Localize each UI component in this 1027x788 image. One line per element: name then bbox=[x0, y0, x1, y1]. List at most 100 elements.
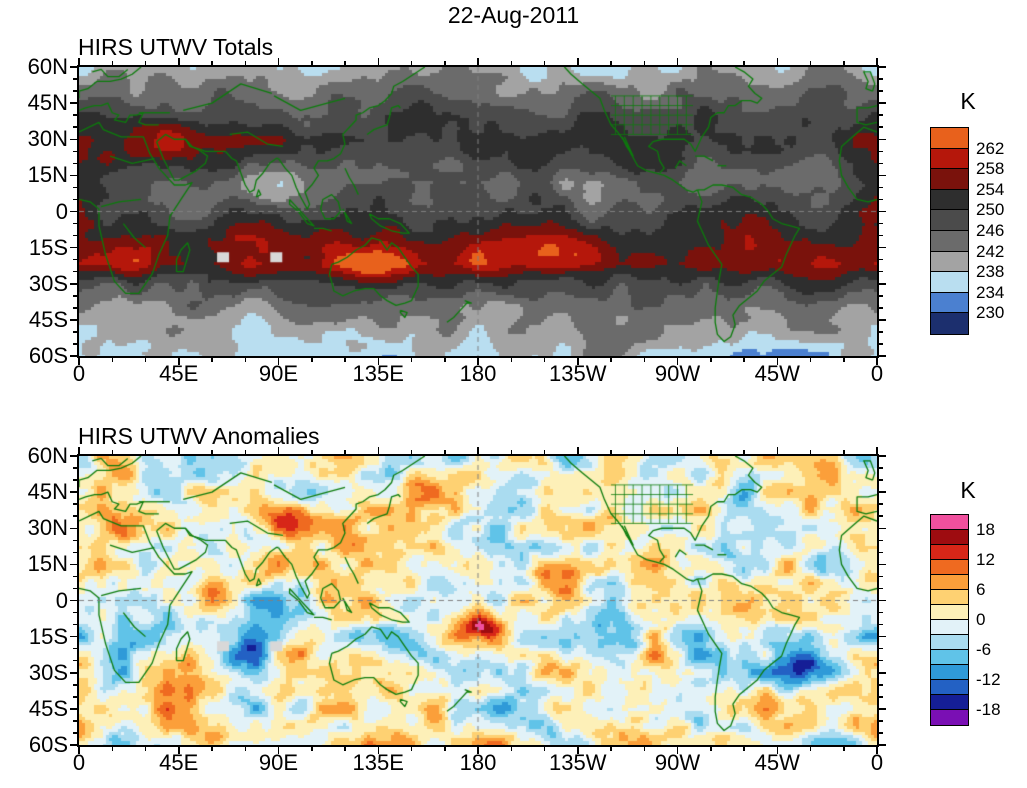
y-tick-mark bbox=[73, 623, 77, 626]
y-tick-mark bbox=[879, 186, 883, 189]
x-tick-mark bbox=[377, 358, 379, 365]
x-tick-mark bbox=[610, 747, 612, 751]
x-tick-mark bbox=[178, 447, 180, 454]
x-tick-mark bbox=[344, 61, 346, 65]
y-tick-mark bbox=[879, 66, 886, 68]
x-tick-mark bbox=[676, 58, 679, 65]
x-tick-mark bbox=[776, 58, 778, 65]
x-tick-label: 135E bbox=[352, 750, 404, 775]
y-tick-mark bbox=[879, 138, 886, 140]
x-tick-mark bbox=[111, 450, 113, 454]
y-tick-mark bbox=[70, 283, 77, 285]
x-tick-mark bbox=[78, 358, 80, 365]
y-tick-mark bbox=[879, 331, 883, 333]
x-tick-mark bbox=[510, 61, 512, 65]
x-tick-mark bbox=[311, 450, 313, 454]
x-tick-mark bbox=[111, 747, 113, 751]
y-tick-mark bbox=[879, 611, 883, 614]
x-tick-mark bbox=[876, 58, 878, 65]
x-tick-mark bbox=[311, 747, 313, 751]
colorbar-units-label: K bbox=[960, 477, 976, 503]
colorbar-box bbox=[931, 590, 968, 605]
y-tick-mark bbox=[879, 467, 883, 469]
x-tick-label: 90W bbox=[654, 361, 701, 386]
y-tick-mark bbox=[73, 150, 77, 153]
x-tick-mark bbox=[710, 358, 712, 362]
x-tick-mark bbox=[477, 358, 479, 365]
x-tick-label: 0 bbox=[870, 750, 884, 775]
y-tick-mark bbox=[73, 126, 77, 128]
x-tick-mark bbox=[510, 747, 512, 751]
y-tick-mark bbox=[73, 539, 77, 542]
colorbar-tick-label: 0 bbox=[976, 610, 986, 629]
x-tick-mark bbox=[643, 358, 645, 362]
y-tick-mark bbox=[73, 587, 77, 590]
x-tick-mark bbox=[809, 747, 812, 751]
x-tick-mark bbox=[843, 747, 845, 751]
y-tick-mark bbox=[879, 635, 886, 638]
y-tick-mark bbox=[73, 515, 77, 517]
y-tick-mark bbox=[879, 162, 883, 165]
x-tick-mark bbox=[111, 61, 113, 65]
y-tick-mark bbox=[73, 295, 77, 297]
y-tick-mark bbox=[70, 563, 77, 566]
x-tick-mark bbox=[809, 450, 812, 454]
colorbar-box bbox=[931, 148, 968, 170]
x-tick-mark bbox=[843, 450, 845, 454]
x-tick-label: 180 bbox=[459, 750, 497, 775]
y-tick-mark bbox=[70, 246, 77, 249]
colorbar-box bbox=[931, 530, 968, 545]
y-tick-mark bbox=[879, 647, 883, 650]
y-tick-mark bbox=[879, 455, 886, 457]
x-tick-mark bbox=[244, 61, 246, 65]
y-tick-label: 60N bbox=[27, 443, 68, 468]
colorbar-tick-label: 6 bbox=[976, 580, 986, 599]
y-tick-mark bbox=[879, 503, 883, 505]
x-tick-mark bbox=[710, 747, 712, 751]
x-tick-mark bbox=[144, 450, 147, 454]
x-tick-mark bbox=[211, 747, 213, 751]
x-tick-mark bbox=[809, 61, 812, 65]
x-tick-mark bbox=[776, 358, 778, 365]
y-tick-label: 45S bbox=[28, 306, 68, 332]
y-tick-mark bbox=[879, 355, 886, 357]
y-tick-mark bbox=[70, 355, 77, 357]
y-tick-mark bbox=[879, 696, 883, 698]
y-tick-mark bbox=[73, 343, 77, 345]
y-tick-label: 0 bbox=[55, 198, 68, 224]
y-tick-mark bbox=[73, 720, 77, 722]
y-tick-mark bbox=[70, 210, 77, 213]
x-tick-mark bbox=[311, 358, 313, 362]
y-tick-mark bbox=[70, 635, 77, 638]
x-tick-mark bbox=[610, 358, 612, 362]
x-tick-mark bbox=[743, 358, 745, 362]
colorbar-tick-label: -6 bbox=[976, 640, 992, 659]
x-tick-mark bbox=[710, 61, 712, 65]
colorbar-box bbox=[931, 635, 968, 650]
y-tick-mark bbox=[70, 491, 77, 493]
y-tick-mark bbox=[879, 78, 883, 80]
y-tick-mark bbox=[879, 222, 883, 225]
x-tick-mark bbox=[444, 61, 446, 65]
y-tick-label: 45N bbox=[27, 479, 68, 505]
x-tick-mark bbox=[809, 358, 812, 362]
y-tick-mark bbox=[70, 672, 77, 674]
x-tick-mark bbox=[377, 747, 379, 754]
y-tick-label: 15S bbox=[28, 234, 68, 260]
colorbar-tick-label: 12 bbox=[976, 550, 995, 569]
x-tick-mark bbox=[743, 747, 745, 751]
colorbar-tick-label: 242 bbox=[976, 241, 1005, 261]
x-tick-mark bbox=[311, 61, 313, 65]
y-tick-mark bbox=[73, 732, 77, 734]
colorbar-totals bbox=[930, 127, 969, 335]
y-tick-mark bbox=[70, 744, 77, 746]
y-tick-label: 60S bbox=[28, 732, 68, 757]
x-tick-label: 0 bbox=[870, 361, 884, 386]
y-tick-mark bbox=[73, 331, 77, 333]
y-tick-mark bbox=[879, 114, 883, 116]
x-tick-label: 90E bbox=[258, 750, 299, 775]
y-tick-label: 15S bbox=[28, 623, 68, 649]
x-tick-mark bbox=[277, 747, 280, 754]
x-tick-mark bbox=[577, 58, 579, 65]
y-tick-mark bbox=[73, 90, 77, 92]
